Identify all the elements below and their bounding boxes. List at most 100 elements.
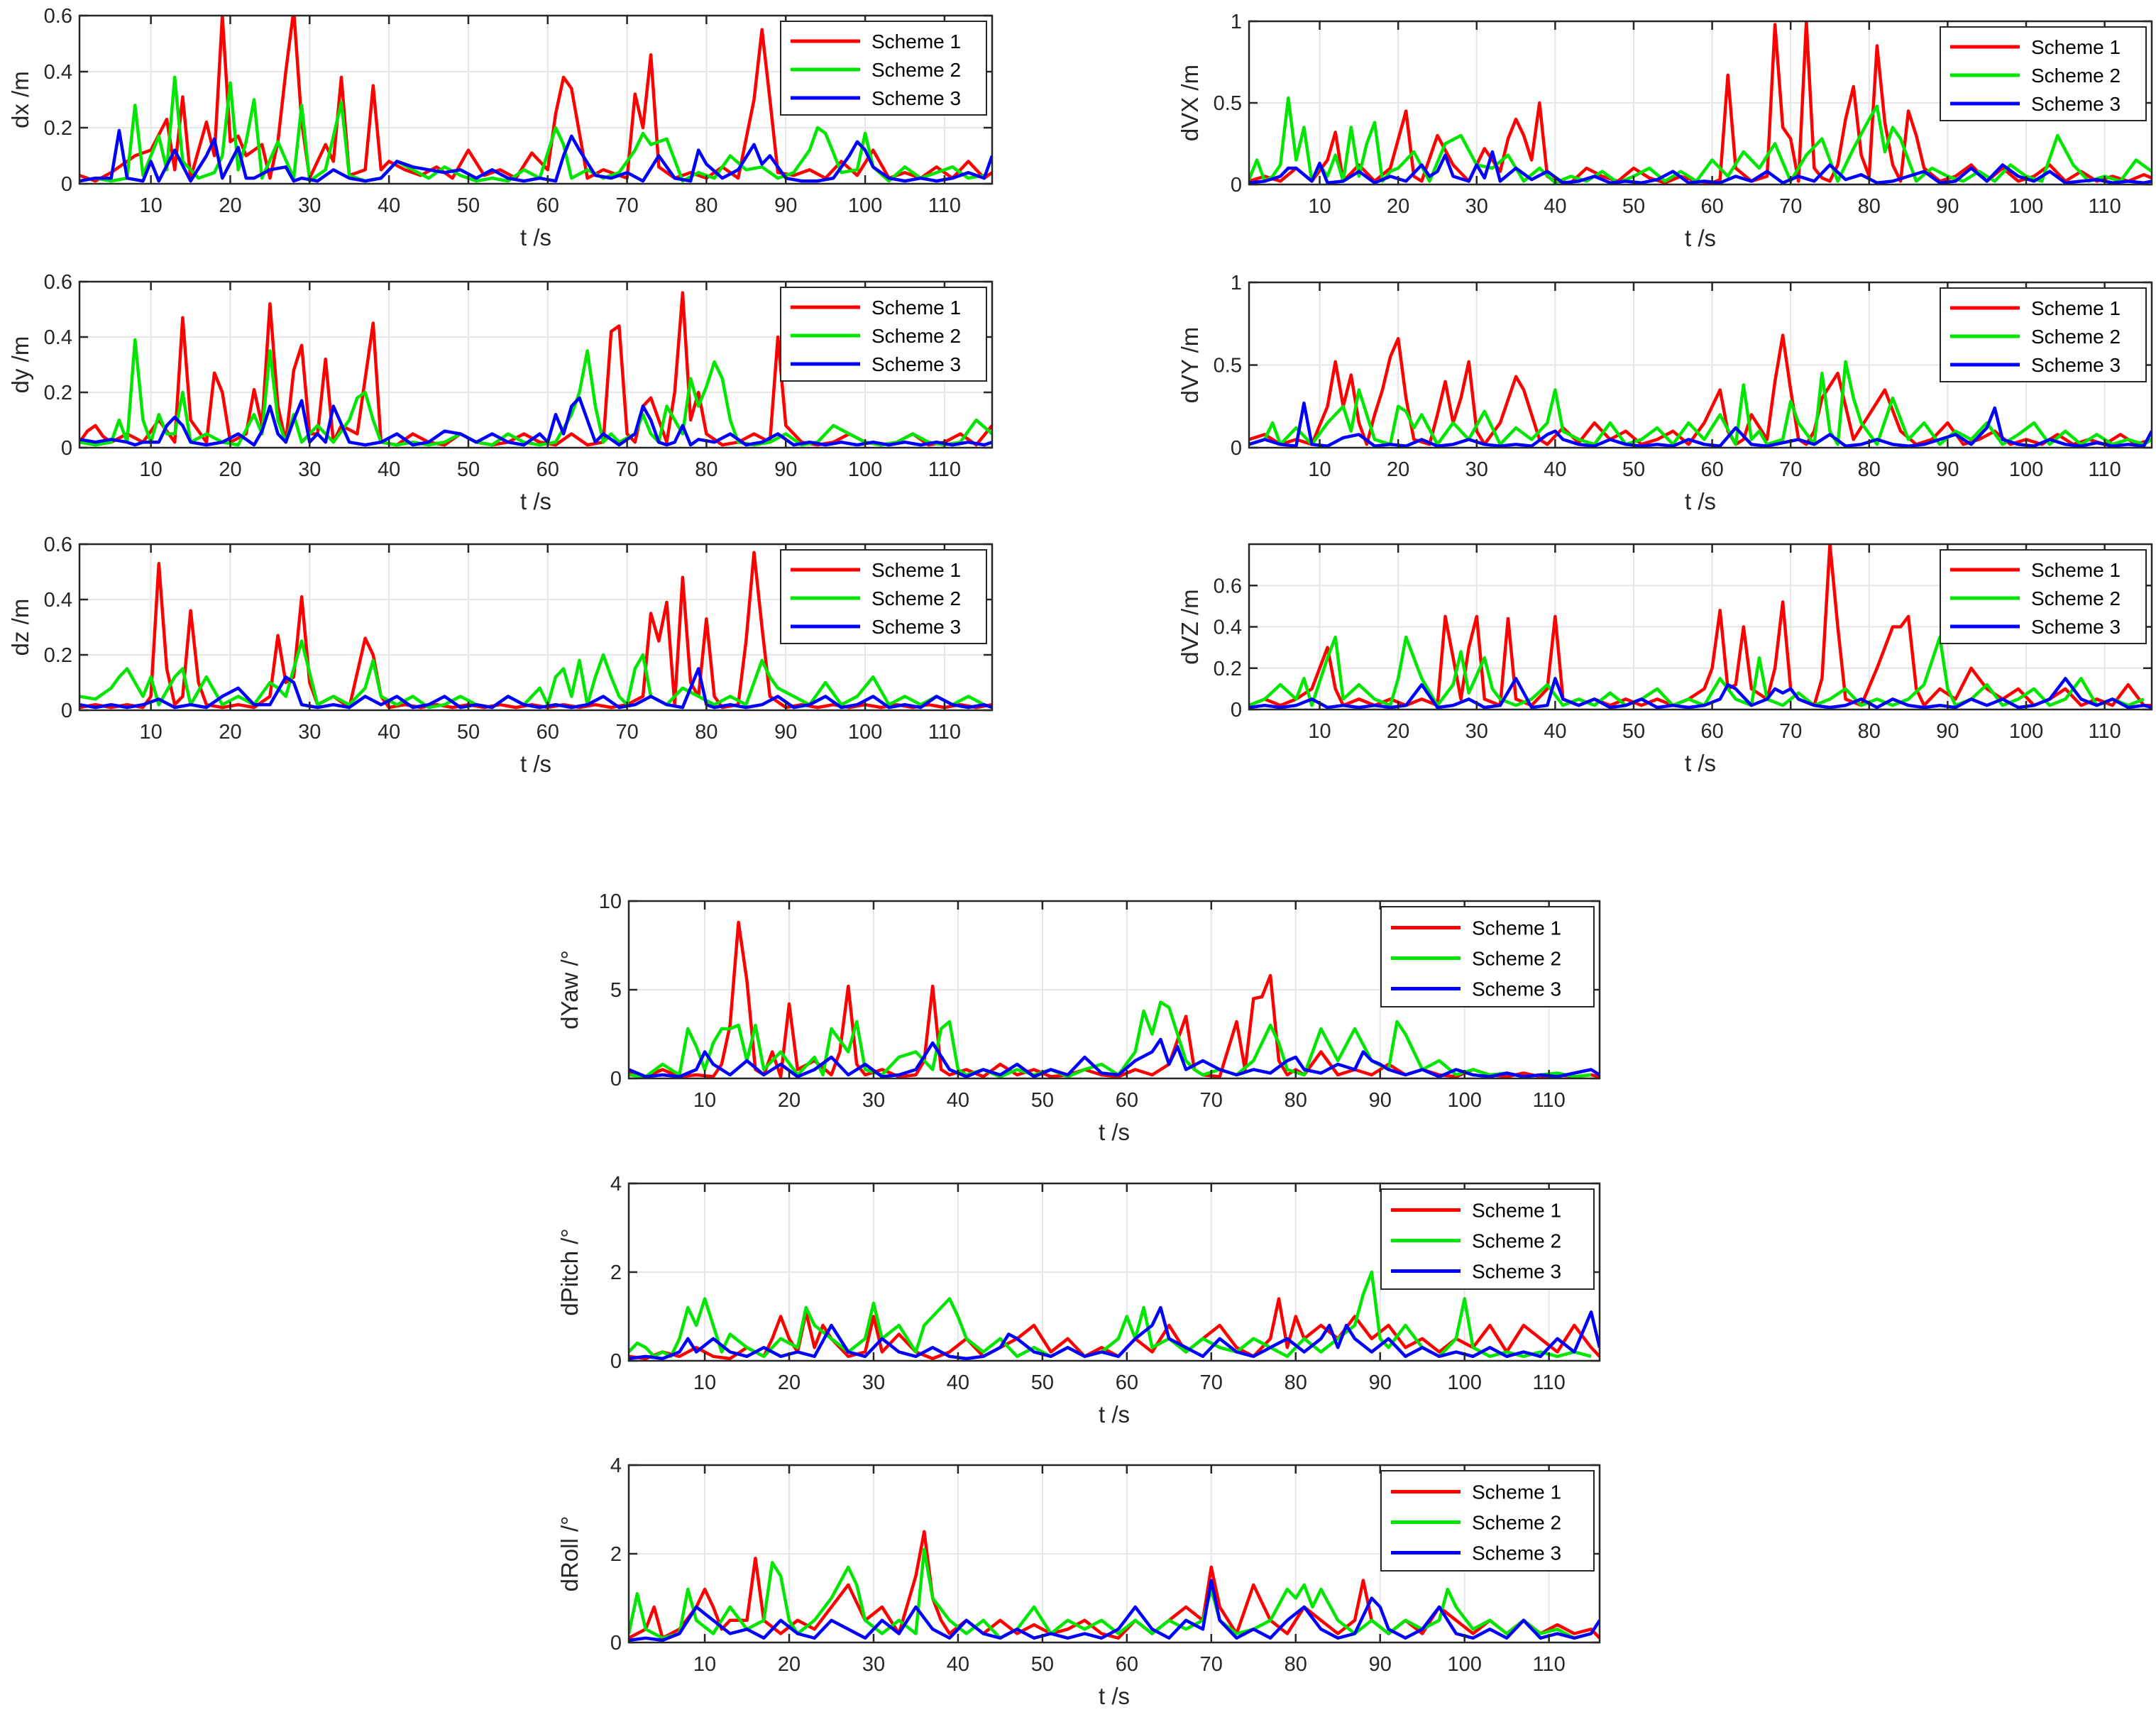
x-tick-label: 90 <box>1936 720 1959 743</box>
legend-label-scheme-1: Scheme 1 <box>2031 559 2121 581</box>
x-tick-label: 30 <box>1465 195 1488 218</box>
series-line-scheme-1 <box>629 1530 1600 1640</box>
legend-label-scheme-1: Scheme 1 <box>1472 1200 1561 1222</box>
legend-label-scheme-2: Scheme 2 <box>871 59 961 81</box>
legend-label-scheme-3: Scheme 3 <box>871 87 961 109</box>
x-tick-label: 40 <box>947 1089 969 1112</box>
series-line-scheme-3 <box>79 128 992 183</box>
panel-dVZ: 10 20 30 40 50 60 70 80 90 100 110 0 0.2 0.4 0.6 t /s dV… <box>1177 543 2153 776</box>
legend: Scheme 1 Scheme 2 Scheme 3 <box>1940 26 2147 121</box>
series-line-scheme-3 <box>629 1037 1600 1078</box>
y-tick-label: 1 <box>1231 11 1242 33</box>
series-line-scheme-1 <box>1249 544 2152 707</box>
x-tick-label: 10 <box>140 458 163 481</box>
x-axis-label: t /s <box>1685 225 1716 251</box>
x-axis-label: t /s <box>520 751 551 777</box>
x-tick-label: 60 <box>1700 720 1723 743</box>
series-line-scheme-1 <box>629 1297 1600 1361</box>
y-tick-label: 0.4 <box>44 326 72 349</box>
x-tick-label: 100 <box>848 458 882 481</box>
series-line-scheme-1 <box>1249 21 2152 184</box>
x-tick-label: 60 <box>1116 1089 1138 1112</box>
x-tick-label: 100 <box>2009 458 2043 481</box>
x-tick-label: 30 <box>298 194 321 217</box>
legend-label-scheme-1: Scheme 1 <box>2031 297 2121 319</box>
y-axis-label: dy /m <box>7 336 33 394</box>
y-tick-label: 0 <box>1231 699 1242 722</box>
legend: Scheme 1 Scheme 2 Scheme 3 <box>1940 287 2147 382</box>
y-tick-label: 0.5 <box>1214 355 1242 377</box>
x-tick-label: 40 <box>1544 720 1566 743</box>
x-tick-label: 110 <box>928 458 961 481</box>
legend-label-scheme-2: Scheme 2 <box>871 587 961 609</box>
x-tick-label: 70 <box>1200 1653 1223 1676</box>
legend-label-scheme-3: Scheme 3 <box>2031 616 2121 638</box>
y-tick-label: 0.4 <box>44 61 72 84</box>
x-tick-label: 10 <box>1308 195 1331 218</box>
y-axis-label: dVX /m <box>1177 65 1203 141</box>
legend-label-scheme-2: Scheme 2 <box>2031 587 2121 609</box>
x-tick-label: 20 <box>1387 720 1409 743</box>
y-tick-label: 0.2 <box>44 117 72 140</box>
x-axis-label: t /s <box>1685 750 1716 776</box>
legend-label-scheme-2: Scheme 2 <box>2031 326 2121 348</box>
legend: Scheme 1 Scheme 2 Scheme 3 <box>780 549 987 644</box>
x-tick-label: 110 <box>2089 458 2121 481</box>
legend-label-scheme-3: Scheme 3 <box>1472 1261 1561 1283</box>
x-tick-label: 60 <box>1116 1653 1138 1676</box>
x-tick-label: 50 <box>1031 1371 1054 1394</box>
legend-label-scheme-3: Scheme 3 <box>2031 93 2121 115</box>
x-tick-label: 90 <box>1369 1653 1392 1676</box>
y-axis-label: dVY /m <box>1177 327 1203 404</box>
y-axis-label: dRoll /° <box>556 1516 583 1592</box>
legend-label-scheme-2: Scheme 2 <box>2031 65 2121 87</box>
x-tick-label: 110 <box>928 194 961 217</box>
x-tick-label: 80 <box>1858 458 1881 481</box>
x-axis-label: t /s <box>1099 1683 1130 1709</box>
x-tick-label: 10 <box>693 1371 716 1394</box>
x-tick-label: 20 <box>219 721 241 744</box>
x-tick-label: 100 <box>2009 720 2043 743</box>
x-tick-label: 70 <box>1779 458 1802 481</box>
x-tick-label: 60 <box>1700 195 1723 218</box>
x-tick-label: 40 <box>378 194 400 217</box>
y-axis-label: dx /m <box>7 71 33 128</box>
x-tick-label: 90 <box>1936 195 1959 218</box>
y-tick-label: 0.6 <box>1214 575 1242 597</box>
x-axis-label: t /s <box>520 488 551 514</box>
x-tick-label: 40 <box>947 1653 969 1676</box>
series-group <box>1249 21 2152 184</box>
y-tick-label: 2 <box>610 1261 622 1284</box>
series-line-scheme-3 <box>1249 150 2152 184</box>
x-tick-label: 50 <box>457 194 480 217</box>
legend: Scheme 1 Scheme 2 Scheme 3 <box>780 21 987 116</box>
x-tick-label: 60 <box>537 721 559 744</box>
y-tick-label: 4 <box>610 1173 622 1195</box>
x-tick-label: 10 <box>693 1653 716 1676</box>
series-line-scheme-1 <box>79 16 992 183</box>
x-tick-label: 20 <box>219 458 241 481</box>
panel-dy: 10 20 30 40 50 60 70 80 90 100 110 0 0.2 0.4 0.6 t /s dy… <box>7 271 994 514</box>
panel-dx: 10 20 30 40 50 60 70 80 90 100 110 0 0.2 0.4 0.6 t /s dx… <box>7 5 994 250</box>
x-tick-label: 30 <box>862 1089 885 1112</box>
x-tick-label: 10 <box>693 1089 716 1112</box>
x-tick-label: 90 <box>774 458 797 481</box>
y-tick-label: 2 <box>610 1543 622 1566</box>
series-group <box>79 291 992 447</box>
legend-label-scheme-3: Scheme 3 <box>2031 354 2121 376</box>
y-tick-label: 1 <box>1231 272 1242 294</box>
legend-label-scheme-3: Scheme 3 <box>871 353 961 375</box>
x-tick-label: 20 <box>1387 195 1409 218</box>
x-tick-label: 100 <box>1447 1089 1481 1112</box>
series-line-scheme-3 <box>1249 677 2152 709</box>
x-tick-label: 100 <box>848 194 882 217</box>
legend: Scheme 1 Scheme 2 Scheme 3 <box>1940 549 2147 644</box>
series-line-scheme-3 <box>1249 401 2152 448</box>
series-line-scheme-2 <box>629 1547 1592 1640</box>
x-tick-label: 110 <box>1533 1653 1566 1676</box>
x-tick-label: 80 <box>695 194 717 217</box>
axes-box <box>78 543 994 712</box>
y-tick-label: 4 <box>610 1454 622 1477</box>
